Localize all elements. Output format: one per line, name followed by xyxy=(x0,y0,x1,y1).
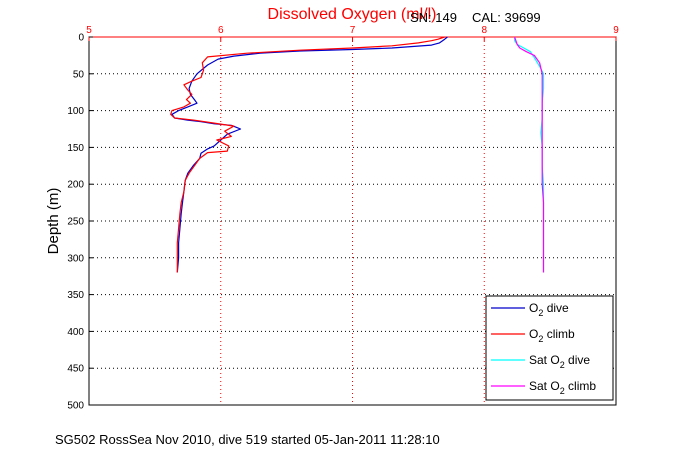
legend: O2 dive O2 climb Sat O2 dive Sat O2 climb xyxy=(485,295,614,401)
calibration-label: CAL: 39699 xyxy=(472,10,541,25)
y-tick-label: 500 xyxy=(67,401,84,412)
y-axis-label: Depth (m) xyxy=(45,188,62,255)
series-line-sat-climb xyxy=(514,36,545,273)
x-tick-label: 8 xyxy=(481,25,487,36)
legend-box xyxy=(485,295,614,401)
y-tick-label: 250 xyxy=(67,217,84,228)
y-tick-label: 0 xyxy=(78,33,84,44)
legend-label-sat-climb: Sat O2 climb xyxy=(529,379,596,396)
x-tick-label: 9 xyxy=(613,25,619,36)
y-tick-label: 100 xyxy=(67,106,84,117)
footer-caption: SG502 RossSea Nov 2010, dive 519 started… xyxy=(55,432,440,447)
ticks: 5 6 7 8 9 0 50 100 150 200 250 300 350 400 450 500 xyxy=(67,25,619,412)
y-tick-label: 150 xyxy=(67,143,84,154)
legend-label-o2-climb: O2 climb xyxy=(529,327,575,344)
grid xyxy=(89,37,616,405)
y-tick-label: 400 xyxy=(67,327,84,338)
series xyxy=(170,36,545,273)
x-tick-label: 5 xyxy=(86,25,92,36)
y-tick-label: 450 xyxy=(67,364,84,375)
x-tick-label: 6 xyxy=(218,25,224,36)
legend-label-sat-dive: Sat O2 dive xyxy=(529,353,590,370)
y-tick-label: 200 xyxy=(67,180,84,191)
chart-title: Dissolved Oxygen (ml/l) xyxy=(268,6,437,23)
x-tick-label: 7 xyxy=(350,25,356,36)
series-line-o2-climb xyxy=(170,36,445,273)
y-tick-label: 50 xyxy=(73,69,85,80)
y-tick-label: 300 xyxy=(67,253,84,264)
serial-number-label: SN: 149 xyxy=(410,10,457,25)
y-tick-label: 350 xyxy=(67,290,84,301)
legend-label-o2-dive: O2 dive xyxy=(529,301,569,318)
